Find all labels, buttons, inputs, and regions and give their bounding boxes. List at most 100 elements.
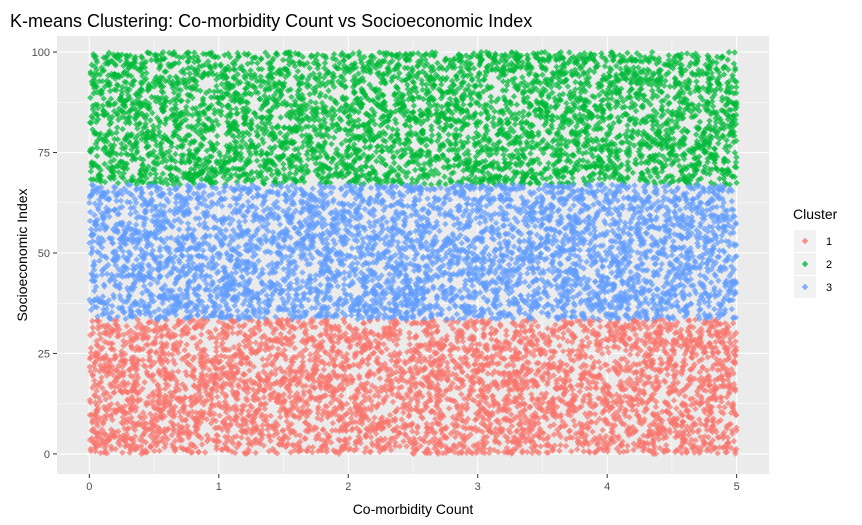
data-point: [717, 321, 724, 328]
data-point: [626, 381, 633, 389]
data-point: [267, 352, 274, 359]
data-point: [406, 341, 413, 348]
data-point: [239, 323, 247, 330]
data-point: [661, 431, 669, 439]
data-point: [521, 328, 529, 336]
data-point: [249, 386, 257, 393]
data-point: [383, 377, 391, 384]
data-point: [309, 449, 316, 456]
data-point: [608, 425, 616, 433]
data-point: [264, 356, 271, 363]
data-point: [697, 420, 705, 428]
data-point: [619, 438, 626, 445]
data-point: [367, 434, 375, 441]
data-point: [95, 322, 103, 330]
data-point: [732, 352, 739, 359]
data-point: [542, 350, 549, 358]
data-point: [714, 450, 721, 457]
data-point: [445, 405, 453, 412]
data-point: [124, 396, 132, 404]
data-point: [213, 431, 220, 439]
data-point: [703, 447, 711, 454]
data-point: [505, 406, 513, 413]
data-point: [645, 447, 652, 454]
data-point: [346, 406, 354, 413]
data-point: [364, 360, 372, 368]
data-point: [103, 450, 111, 457]
data-point: [237, 376, 244, 384]
data-point: [659, 425, 666, 432]
data-point: [717, 357, 724, 364]
data-point: [97, 449, 104, 457]
data-point: [238, 360, 246, 367]
data-point: [503, 327, 510, 334]
data-point: [729, 349, 737, 356]
data-point: [706, 331, 714, 338]
data-point: [525, 429, 533, 437]
data-point: [171, 323, 178, 331]
data-point: [246, 360, 254, 368]
data-point: [574, 382, 581, 389]
data-point: [704, 445, 712, 452]
data-point: [600, 436, 607, 443]
data-point: [371, 414, 378, 421]
data-point: [732, 450, 739, 457]
data-point: [473, 415, 480, 423]
data-point: [685, 431, 692, 439]
data-point: [248, 427, 256, 434]
data-point: [729, 430, 736, 438]
data-point: [584, 343, 591, 350]
data-point: [198, 441, 206, 448]
data-point: [557, 441, 564, 449]
data-point: [120, 337, 127, 345]
data-point: [732, 344, 740, 351]
data-point: [108, 446, 115, 453]
data-point: [219, 325, 227, 332]
data-point: [682, 427, 689, 434]
data-point: [156, 447, 163, 455]
data-point: [367, 448, 374, 455]
data-point: [674, 335, 682, 343]
data-point: [623, 447, 631, 455]
data-point: [670, 397, 678, 404]
data-point: [559, 360, 566, 368]
data-point: [572, 393, 580, 400]
data-point: [657, 355, 664, 363]
data-point: [586, 339, 593, 346]
data-point: [579, 337, 586, 345]
data-point: [272, 326, 280, 333]
data-point: [588, 354, 595, 361]
data-point: [172, 437, 179, 445]
data-point: [644, 378, 652, 386]
data-point: [592, 448, 599, 456]
data-point: [550, 372, 557, 379]
data-point: [393, 368, 400, 376]
data-point: [279, 427, 286, 434]
data-point: [569, 403, 577, 410]
data-point: [444, 359, 451, 367]
data-point: [605, 407, 612, 414]
data-point: [539, 364, 546, 371]
data-point: [524, 318, 531, 325]
data-point: [202, 388, 210, 396]
data-point: [535, 415, 542, 422]
data-point: [692, 316, 699, 323]
data-point: [634, 401, 642, 408]
data-point: [195, 448, 202, 456]
data-point: [94, 422, 102, 429]
data-point: [579, 442, 587, 449]
data-point: [185, 434, 192, 441]
data-point: [114, 400, 121, 408]
data-point: [507, 429, 514, 436]
data-point: [296, 432, 304, 439]
data-point: [714, 366, 721, 374]
data-point: [87, 344, 95, 352]
data-point: [674, 379, 681, 386]
data-point: [128, 414, 135, 421]
data-point: [676, 390, 683, 398]
data-point: [469, 396, 476, 403]
data-point: [725, 323, 732, 330]
data-point: [520, 411, 527, 419]
data-point: [589, 437, 596, 445]
data-point: [488, 336, 495, 343]
